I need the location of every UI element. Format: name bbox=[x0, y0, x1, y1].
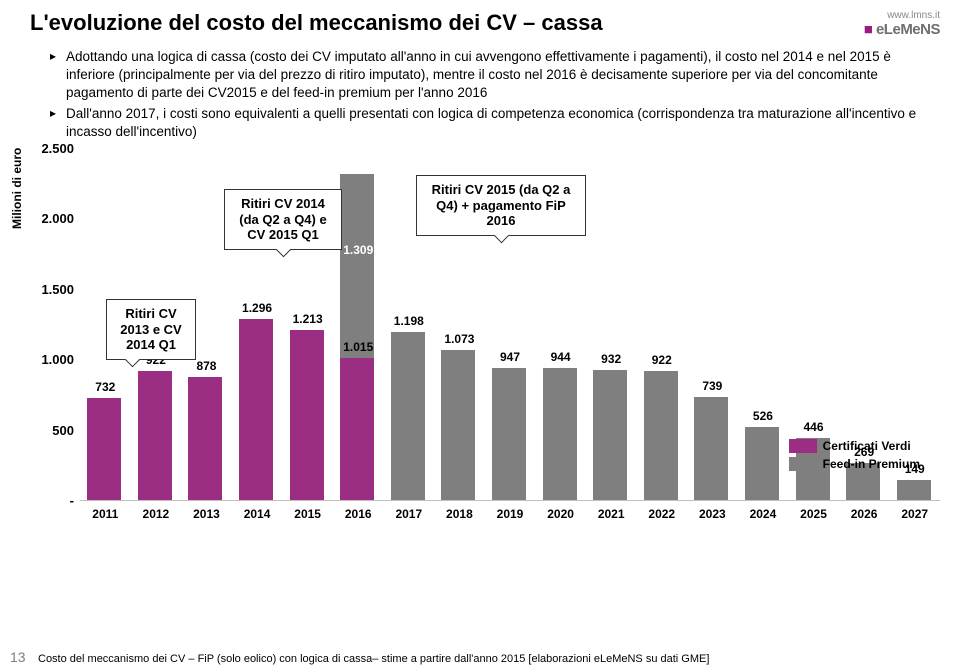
page-number: 13 bbox=[10, 649, 38, 665]
bar-data-label: 944 bbox=[551, 350, 571, 364]
bar-group: 922 bbox=[645, 371, 679, 501]
bar-cv bbox=[239, 319, 273, 501]
y-tick: - bbox=[36, 493, 74, 508]
x-tick: 2013 bbox=[181, 507, 232, 521]
y-tick: 1.500 bbox=[36, 282, 74, 297]
bar-fip bbox=[644, 371, 678, 501]
legend-item-cv: Certificati Verdi bbox=[789, 439, 920, 453]
x-tick: 2014 bbox=[232, 507, 283, 521]
legend-swatch-fip bbox=[789, 457, 817, 471]
y-tick: 2.000 bbox=[36, 211, 74, 226]
bar-group: 1.073 bbox=[442, 350, 476, 501]
x-tick: 2024 bbox=[738, 507, 789, 521]
bar-fip bbox=[391, 332, 425, 501]
bar-data-label: 446 bbox=[804, 420, 824, 434]
bar-group: 932 bbox=[594, 370, 628, 501]
x-tick: 2026 bbox=[839, 507, 890, 521]
bar-data-label: 739 bbox=[702, 379, 722, 393]
callout-2014-2015: Ritiri CV 2014(da Q2 a Q4) eCV 2015 Q1 bbox=[224, 189, 342, 250]
bar-data-label: 1.073 bbox=[444, 332, 474, 346]
brand-url: www.lmns.it bbox=[864, 10, 940, 21]
bar-data-label: 932 bbox=[601, 352, 621, 366]
legend: Certificati Verdi Feed-in Premium bbox=[789, 439, 920, 475]
bar-cv bbox=[188, 377, 222, 501]
x-tick: 2015 bbox=[282, 507, 333, 521]
x-tick: 2017 bbox=[384, 507, 435, 521]
bar-group: 944 bbox=[544, 368, 578, 501]
bar-data-label: 1.296 bbox=[242, 301, 272, 315]
bar-data-label: 922 bbox=[652, 353, 672, 367]
bar-fip bbox=[441, 350, 475, 501]
x-tick: 2018 bbox=[434, 507, 485, 521]
bar-fip bbox=[745, 427, 779, 501]
chart: Milioni di euro -5001.0001.5002.0002.500… bbox=[36, 149, 940, 529]
bar-group: 1.213 bbox=[291, 330, 325, 501]
bar-group: 732 bbox=[88, 398, 122, 501]
x-tick: 2011 bbox=[80, 507, 131, 521]
bar-group: 739 bbox=[695, 397, 729, 501]
bar-data-label: 1.015 bbox=[343, 340, 373, 354]
legend-item-fip: Feed-in Premium bbox=[789, 457, 920, 471]
bar-fip bbox=[492, 368, 526, 501]
x-tick: 2023 bbox=[687, 507, 738, 521]
legend-swatch-cv bbox=[789, 439, 817, 453]
x-tick: 2022 bbox=[636, 507, 687, 521]
x-tick: 2025 bbox=[788, 507, 839, 521]
bar-group: 1.296 bbox=[240, 319, 274, 501]
y-tick: 1.000 bbox=[36, 352, 74, 367]
bar-fip bbox=[593, 370, 627, 501]
brand-logo: ■ eLeMeNS bbox=[864, 21, 940, 38]
y-tick: 2.500 bbox=[36, 141, 74, 156]
bar-group: 878 bbox=[189, 377, 223, 501]
y-axis-label: Milioni di euro bbox=[10, 148, 24, 229]
bar-data-label: 878 bbox=[196, 359, 216, 373]
legend-label-cv: Certificati Verdi bbox=[823, 439, 911, 453]
bar-data-label: 526 bbox=[753, 409, 773, 423]
bar-fip bbox=[897, 480, 931, 501]
bullet-item: Dall'anno 2017, i costi sono equivalenti… bbox=[50, 105, 930, 141]
x-tick: 2027 bbox=[889, 507, 940, 521]
x-tick: 2021 bbox=[586, 507, 637, 521]
x-tick: 2020 bbox=[535, 507, 586, 521]
x-tick: 2012 bbox=[131, 507, 182, 521]
bar-data-label: 1.198 bbox=[394, 314, 424, 328]
bar-cv bbox=[290, 330, 324, 501]
bar-group: 149 bbox=[898, 480, 932, 501]
bar-cv bbox=[87, 398, 121, 501]
bar-fip bbox=[694, 397, 728, 501]
bar-data-label: 1.213 bbox=[293, 312, 323, 326]
callout-2016: Ritiri CV 2015 (da Q2 aQ4) + pagamento F… bbox=[416, 175, 586, 236]
bar-fip bbox=[340, 174, 374, 358]
bar-group: 947 bbox=[493, 368, 527, 501]
bar-cv bbox=[340, 358, 374, 501]
bullet-list: Adottando una logica di cassa (costo dei… bbox=[50, 48, 930, 141]
brand-block: www.lmns.it ■ eLeMeNS bbox=[864, 10, 940, 38]
x-tick: 2019 bbox=[485, 507, 536, 521]
bar-data-label: 947 bbox=[500, 350, 520, 364]
bar-group: 1.015 1.309 bbox=[341, 174, 375, 501]
page-title: L'evoluzione del costo del meccanismo de… bbox=[30, 10, 603, 36]
x-tick: 2016 bbox=[333, 507, 384, 521]
bar-data-label-stack: 1.309 bbox=[343, 243, 373, 257]
bar-group: 526 bbox=[746, 427, 780, 501]
callout-2013: Ritiri CV2013 e CV2014 Q1 bbox=[106, 299, 196, 360]
bar-group: 1.198 bbox=[392, 332, 426, 501]
bar-group: 922 bbox=[139, 371, 173, 501]
legend-label-fip: Feed-in Premium bbox=[823, 457, 920, 471]
bar-data-label: 732 bbox=[95, 380, 115, 394]
bullet-item: Adottando una logica di cassa (costo dei… bbox=[50, 48, 930, 103]
y-tick: 500 bbox=[36, 423, 74, 438]
source-text: Costo del meccanismo dei CV – FiP (solo … bbox=[38, 653, 950, 665]
bar-cv bbox=[138, 371, 172, 501]
bar-fip bbox=[543, 368, 577, 501]
